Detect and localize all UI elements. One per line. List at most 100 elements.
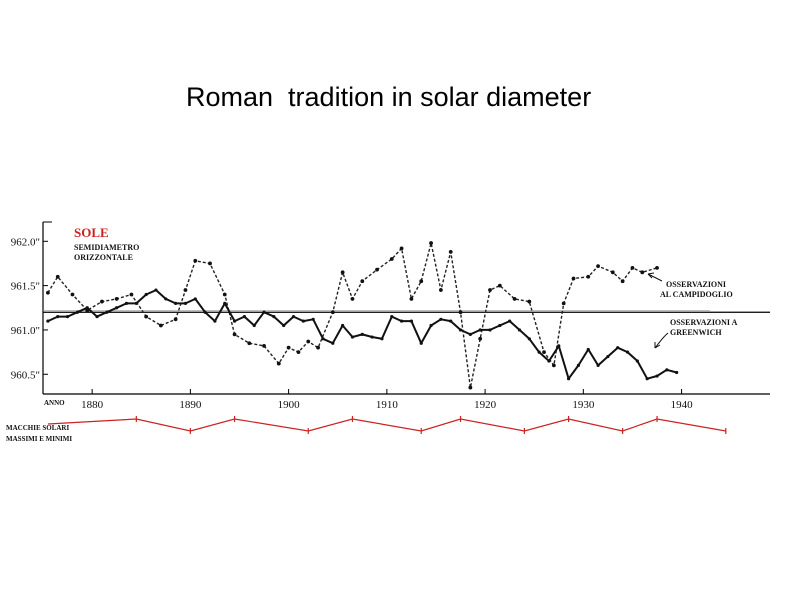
legend-greenwich-line-2: GREENWICH [670,328,722,337]
point-campidoglio-4 [100,299,104,304]
point-greenwich-44 [478,328,482,332]
point-greenwich-59 [625,350,630,354]
point-campidoglio-9 [173,317,178,322]
point-greenwich-42 [458,328,463,332]
point-greenwich-48 [517,328,522,332]
point-campidoglio-0 [46,290,50,295]
point-greenwich-50 [537,350,541,354]
point-campidoglio-17 [276,361,281,366]
point-campidoglio-43 [561,301,566,306]
point-greenwich-46 [498,323,502,328]
chart-subtitle-line-1: SEMIDIAMETRO [74,243,139,252]
point-campidoglio-26 [375,267,379,272]
point-greenwich-40 [439,317,443,321]
point-greenwich-43 [468,332,472,336]
point-greenwich-54 [576,363,581,368]
point-greenwich-63 [665,368,669,372]
point-greenwich-25 [291,315,296,319]
sunspot-zigzag-line [47,418,726,432]
point-greenwich-10 [144,292,148,297]
point-greenwich-31 [350,335,355,339]
point-campidoglio-29 [409,297,414,301]
point-greenwich-53 [567,377,571,381]
point-campidoglio-25 [360,279,365,284]
point-campidoglio-5 [114,297,119,301]
point-campidoglio-36 [478,336,483,341]
point-greenwich-21 [252,323,256,328]
sunspot-label-line-1: MACCHIE SOLARI [6,424,69,432]
point-greenwich-20 [242,315,246,319]
point-greenwich-28 [321,337,325,341]
campidoglio-pointer-arrow [647,272,663,282]
x-tick-label-4: 1920 [474,399,497,411]
point-greenwich-64 [675,370,679,375]
point-greenwich-62 [655,374,659,378]
point-campidoglio-42 [551,363,556,368]
point-greenwich-33 [370,335,374,339]
point-campidoglio-28 [399,246,404,251]
slide-title: Roman tradition in solar diameter [186,82,592,112]
point-campidoglio-22 [330,310,335,315]
point-campidoglio-7 [144,314,149,319]
point-greenwich-41 [449,319,453,323]
point-greenwich-17 [213,319,217,323]
point-greenwich-19 [232,319,237,323]
point-campidoglio-12 [208,261,212,266]
point-campidoglio-20 [306,339,311,344]
point-greenwich-15 [193,297,197,301]
point-greenwich-60 [635,359,639,363]
x-tick-label-5: 1930 [572,399,595,411]
point-campidoglio-23 [340,270,345,275]
point-campidoglio-51 [655,265,659,270]
point-campidoglio-16 [262,344,266,348]
point-campidoglio-13 [222,292,227,297]
point-greenwich-16 [203,310,207,314]
point-campidoglio-47 [610,270,615,275]
point-greenwich-12 [164,297,168,301]
point-campidoglio-34 [458,310,463,315]
y-tick-label-3: 960.5" [11,369,40,381]
point-greenwich-56 [596,363,600,368]
x-tick-label-1: 1890 [179,399,202,411]
point-campidoglio-21 [316,345,320,350]
point-campidoglio-49 [630,265,635,270]
y-tick-label-2: 961.0" [11,325,40,337]
point-greenwich-6 [105,310,109,314]
point-campidoglio-37 [488,288,492,292]
point-campidoglio-14 [232,332,237,337]
point-campidoglio-35 [468,385,473,390]
point-greenwich-39 [429,323,433,328]
point-campidoglio-8 [158,323,163,328]
point-campidoglio-33 [448,250,453,254]
point-campidoglio-39 [512,297,517,301]
point-greenwich-9 [134,301,138,305]
y-tick-label-1: 961.5" [11,281,40,293]
point-greenwich-47 [508,319,512,323]
point-greenwich-35 [390,315,394,319]
legend-campidoglio-line-2: AL CAMPIDOGLIO [660,290,733,299]
sunspot-label-line-2: MASSIMI E MINIMI [6,435,72,443]
point-campidoglio-11 [193,258,198,263]
point-greenwich-7 [115,306,119,310]
point-greenwich-24 [282,323,286,328]
point-greenwich-11 [154,288,158,292]
point-greenwich-22 [262,310,266,314]
point-greenwich-2 [65,315,70,319]
x-tick-label-3: 1910 [376,399,399,411]
greenwich-pointer-arrow [654,332,669,349]
point-greenwich-38 [419,341,423,345]
x-tick-label-6: 1940 [671,399,694,411]
point-campidoglio-18 [286,345,291,350]
point-greenwich-3 [75,310,79,314]
point-campidoglio-6 [129,292,134,297]
point-greenwich-51 [547,359,551,363]
x-tick-label-2: 1900 [278,399,301,411]
point-campidoglio-41 [542,350,546,355]
point-greenwich-55 [586,347,590,352]
point-campidoglio-24 [350,297,355,301]
x-tick-label-0: 1880 [81,399,104,411]
point-greenwich-23 [272,315,276,319]
y-tick-label-0: 962.0" [11,236,40,248]
point-greenwich-27 [311,317,315,321]
point-campidoglio-46 [596,264,600,269]
